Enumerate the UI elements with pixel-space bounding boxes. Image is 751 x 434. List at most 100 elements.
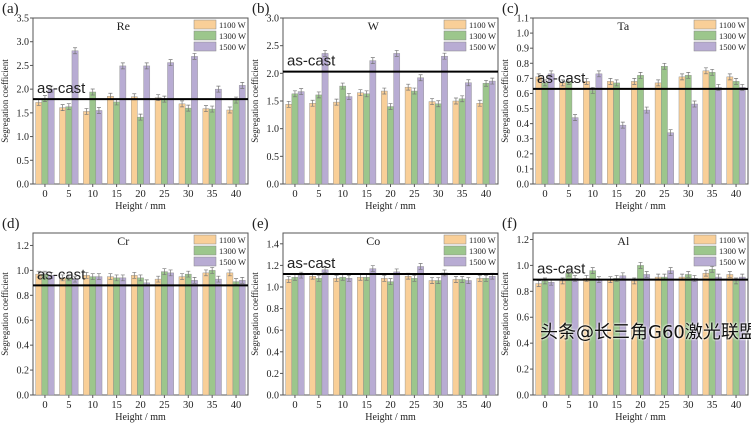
x-tick-label: 10 <box>337 189 348 200</box>
as-cast-label: as-cast <box>287 53 336 70</box>
as-cast-label: as-cast <box>37 266 86 283</box>
bar-1100w <box>559 82 566 185</box>
as-cast-label: as-cast <box>37 80 86 97</box>
error-bar <box>710 265 715 273</box>
legend-label: 1500 W <box>219 257 246 267</box>
bar-1500w <box>738 87 746 185</box>
y-tick-label: 2.0 <box>267 69 280 80</box>
x-tick-label: 25 <box>409 189 420 200</box>
x-tick-label: 35 <box>457 189 468 200</box>
y-tick-label: 0.9 <box>517 44 530 55</box>
error-bar <box>316 91 321 99</box>
bar-1300w <box>184 273 192 396</box>
legend-swatch <box>443 19 467 30</box>
legend-label: 1300 W <box>719 246 746 256</box>
error-bar <box>192 53 197 60</box>
bar-1100w <box>726 76 734 185</box>
legend-swatch <box>693 256 717 267</box>
x-tick-label: 20 <box>385 400 396 411</box>
error-bar <box>638 262 643 269</box>
error-bar <box>686 271 691 278</box>
bar-1300w <box>89 91 97 185</box>
error-bar <box>692 100 697 108</box>
as-cast-label: as-cast <box>287 255 336 272</box>
x-tick-label: 0 <box>42 189 47 200</box>
error-bar <box>680 73 685 81</box>
y-tick-label: 0.2 <box>517 365 530 376</box>
x-tick-label: 20 <box>135 400 146 411</box>
x-tick-label: 5 <box>566 189 571 200</box>
bar-1500w <box>345 278 353 396</box>
bar-1100w <box>678 76 686 185</box>
x-axis-label: Height / mm <box>365 201 416 212</box>
legend-swatch <box>693 30 717 41</box>
legend-swatch <box>193 245 217 256</box>
bar-1100w <box>476 278 484 396</box>
bar-1300w <box>637 75 644 185</box>
x-axis-label: Height / mm <box>615 201 666 212</box>
error-bar <box>566 269 571 277</box>
bar-1100w <box>83 111 90 185</box>
x-tick-label: 25 <box>159 189 170 200</box>
x-tick-label: 25 <box>659 189 670 200</box>
y-axis-label: Segregation coefficient <box>0 272 10 356</box>
error-bar <box>162 268 167 275</box>
panel-label: (d) <box>2 216 20 232</box>
bar-1500w <box>369 60 377 185</box>
y-tick-label: 1.0 <box>517 29 530 40</box>
bar-1100w <box>428 101 436 185</box>
bar-1500w <box>393 271 401 396</box>
y-tick-label: 1.0 <box>17 132 30 143</box>
y-tick-label: 0.8 <box>517 59 530 70</box>
error-bar <box>703 67 708 75</box>
error-bar <box>542 79 547 87</box>
x-tick-label: 0 <box>292 400 297 411</box>
error-bar <box>490 77 495 85</box>
x-tick-label: 40 <box>231 189 242 200</box>
y-tick-label: 1.4 <box>267 239 280 250</box>
error-bar <box>240 277 245 284</box>
x-tick-label: 35 <box>457 400 468 411</box>
x-tick-label: 35 <box>207 400 218 411</box>
bar-1100w <box>333 278 340 396</box>
error-bar <box>442 52 447 60</box>
bar-1100w <box>285 104 293 185</box>
element-title: Al <box>617 234 630 248</box>
bar-1300w <box>434 280 442 396</box>
x-tick-label: 25 <box>409 400 420 411</box>
x-tick-label: 40 <box>731 189 742 200</box>
x-tick-label: 10 <box>87 189 98 200</box>
y-tick-label: 0.0 <box>267 180 280 191</box>
bar-1300w <box>291 277 299 396</box>
y-tick-label: 2.0 <box>17 85 30 96</box>
legend-label: 1500 W <box>719 42 746 52</box>
x-tick-label: 5 <box>566 400 571 411</box>
error-bar <box>299 88 304 95</box>
x-tick-label: 20 <box>385 189 396 200</box>
legend-swatch <box>443 256 467 267</box>
bar-1500w <box>71 50 79 185</box>
as-cast-label: as-cast <box>537 70 586 87</box>
y-tick-label: 0.1 <box>517 164 530 175</box>
bar-1300w <box>65 106 73 185</box>
error-bar <box>210 105 215 113</box>
y-tick-label: 0.6 <box>17 316 30 327</box>
error-bar <box>73 275 78 283</box>
y-tick-label: 0.8 <box>517 287 530 298</box>
bar-1500w <box>95 110 103 185</box>
bar-1300w <box>208 270 216 396</box>
y-tick-label: 0.6 <box>517 89 530 100</box>
bar-1100w <box>35 102 43 185</box>
error-bar <box>36 270 41 278</box>
legend-label: 1300 W <box>719 31 746 41</box>
error-bar <box>216 85 221 93</box>
error-bar <box>484 79 489 87</box>
panel-label: (a) <box>2 1 19 17</box>
error-bar <box>418 74 423 82</box>
x-tick-label: 10 <box>87 400 98 411</box>
error-bar <box>477 99 482 107</box>
legend-label: 1100 W <box>219 20 246 30</box>
bar-1300w <box>363 93 370 185</box>
bar-1300w <box>411 90 418 185</box>
error-bar <box>144 62 149 70</box>
